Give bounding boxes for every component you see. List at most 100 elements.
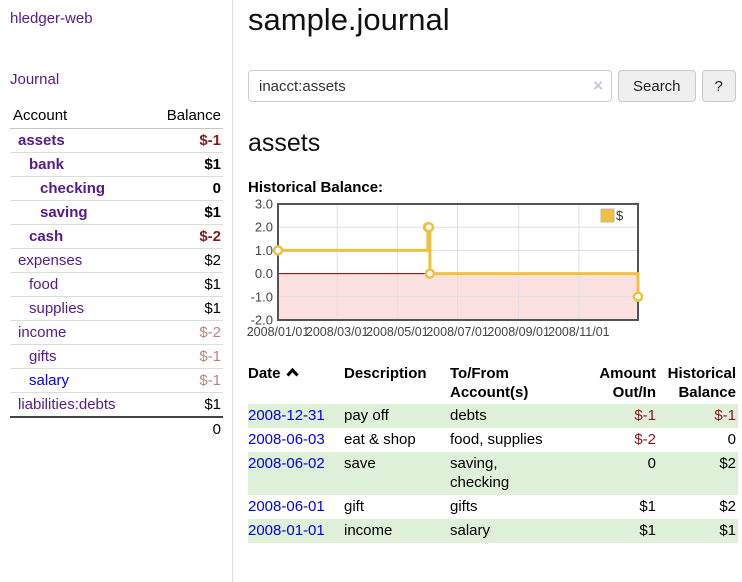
transaction-date-link[interactable]: 2008-06-03	[248, 431, 325, 448]
sidebar-item-journal[interactable]: Journal	[10, 71, 60, 88]
account-row: supplies $1	[10, 296, 223, 321]
transaction-row[interactable]: 2008-12-31 pay off debts $-1 $-1	[248, 404, 738, 428]
account-link-liabilities-debts[interactable]: liabilities:debts	[18, 396, 116, 413]
register-header-date[interactable]: Date	[248, 362, 344, 404]
svg-text:0.0: 0.0	[255, 266, 273, 281]
account-balance: $-1	[199, 132, 221, 149]
sidebar: hledger-web Journal Account Balance asse…	[0, 0, 233, 582]
transaction-date-link[interactable]: 2008-06-01	[248, 498, 325, 515]
sort-ascending-icon	[285, 367, 299, 377]
transaction-date-link[interactable]: 2008-06-02	[248, 455, 325, 472]
transaction-amount: $1	[639, 522, 656, 539]
account-heading: assets	[248, 129, 321, 157]
transaction-row[interactable]: 2008-01-01 income salary $1 $1	[248, 519, 738, 543]
transaction-row[interactable]: 2008-06-03 eat & shop food, supplies $-2…	[248, 428, 738, 452]
account-row: liabilities:debts $1	[10, 392, 223, 417]
account-row: checking 0	[10, 176, 223, 201]
transaction-accounts: saving, checking	[450, 455, 510, 491]
account-row: expenses $2	[10, 248, 223, 273]
account-balance: $1	[146, 392, 223, 417]
register-table: Date Description To/From Account(s) Amou…	[248, 362, 738, 543]
account-link-assets[interactable]: assets	[18, 132, 65, 149]
account-row: gifts $-1	[10, 344, 223, 369]
account-link-gifts[interactable]: gifts	[29, 348, 57, 365]
register-header-description: Description	[344, 365, 427, 382]
account-balance: $-1	[146, 344, 223, 369]
transaction-date-link[interactable]: 2008-01-01	[248, 522, 325, 539]
search-form: × Search ?	[248, 70, 738, 102]
svg-text:2008/03/01: 2008/03/01	[306, 325, 369, 339]
transaction-amount: 0	[647, 455, 656, 472]
account-link-expenses[interactable]: expenses	[18, 252, 83, 269]
svg-text:2008/11/01: 2008/11/01	[548, 325, 610, 339]
chart-legend-label: $	[616, 208, 624, 223]
account-balance: $1	[146, 152, 223, 177]
transaction-amount: $1	[639, 498, 656, 515]
svg-text:-1.0: -1.0	[251, 289, 273, 304]
transaction-balance: $2	[719, 498, 736, 515]
svg-text:2008/01/01: 2008/01/01	[247, 325, 310, 339]
account-balance: $1	[146, 200, 223, 225]
account-row: income $-2	[10, 320, 223, 345]
account-row: assets $-1	[10, 129, 223, 153]
accounts-table: Account Balance assets $-1 bank $1 check…	[10, 104, 223, 441]
account-link-cash[interactable]: cash	[29, 228, 64, 245]
transaction-row[interactable]: 2008-06-01 gift gifts $1 $2	[248, 495, 738, 519]
account-link-supplies[interactable]: supplies	[29, 300, 85, 317]
register-header-tofrom: To/From Account(s)	[450, 365, 529, 401]
transaction-accounts: food, supplies	[450, 431, 543, 448]
transaction-balance: 0	[727, 431, 736, 448]
accounts-total-balance: 0	[146, 416, 223, 441]
account-row: bank $1	[10, 152, 223, 177]
register-header-amount: Amount Out/In	[599, 365, 656, 401]
account-link-food[interactable]: food	[29, 276, 59, 293]
account-row: food $1	[10, 272, 223, 297]
main-content: sample.journal × Search ? assets Histori…	[233, 0, 742, 582]
historical-balance-chart: $3.0 2.0 1.0 0.0 -1.0 -2.02008/01/012008/03/0…	[247, 197, 644, 339]
account-balance: $1	[146, 272, 223, 297]
transaction-amount: $-1	[634, 407, 656, 424]
transaction-balance: $-1	[714, 407, 736, 424]
accounts-header-balance: Balance	[146, 104, 223, 129]
account-balance: $-1	[146, 368, 223, 393]
search-button[interactable]: Search	[618, 70, 696, 102]
transaction-date-link[interactable]: 2008-12-31	[248, 407, 325, 424]
transaction-row[interactable]: 2008-06-02 save saving, checking 0 $2	[248, 452, 738, 495]
register-header-balance: Historical Balance	[667, 365, 736, 401]
transaction-description: pay off	[344, 407, 389, 424]
account-link-salary[interactable]: salary	[29, 372, 70, 389]
svg-text:2008/05/01: 2008/05/01	[366, 325, 429, 339]
account-link-bank[interactable]: bank	[29, 156, 65, 173]
account-link-checking[interactable]: checking	[40, 180, 106, 197]
app-title-link[interactable]: hledger-web	[10, 10, 93, 27]
search-help-button[interactable]: ?	[701, 70, 736, 102]
account-balance: $1	[146, 296, 223, 321]
account-link-income[interactable]: income	[18, 324, 67, 341]
transaction-accounts: salary	[450, 522, 491, 539]
account-balance: $2	[146, 248, 223, 273]
account-balance: 0	[146, 176, 223, 201]
svg-text:1.0: 1.0	[255, 243, 273, 258]
account-row: salary $-1	[10, 368, 223, 393]
svg-text:3.0: 3.0	[255, 197, 273, 212]
search-input[interactable]	[248, 70, 612, 102]
transaction-accounts: gifts	[450, 498, 478, 515]
svg-text:2.0: 2.0	[255, 220, 273, 235]
account-link-saving[interactable]: saving	[40, 204, 88, 221]
transaction-balance: $1	[719, 522, 736, 539]
accounts-total-row: 0	[10, 416, 223, 441]
transaction-balance: $2	[719, 455, 736, 472]
page-title: sample.journal	[248, 2, 450, 37]
transaction-description: save	[344, 455, 376, 472]
transaction-accounts: debts	[450, 407, 487, 424]
transaction-amount: $-2	[634, 431, 656, 448]
account-balance: $-2	[146, 320, 223, 345]
register-header-row: Date Description To/From Account(s) Amou…	[248, 362, 738, 404]
svg-text:-2.0: -2.0	[251, 313, 273, 328]
account-balance: $-2	[146, 224, 223, 249]
clear-search-icon[interactable]: ×	[593, 76, 603, 95]
accounts-header-account: Account	[10, 104, 147, 129]
transaction-description: gift	[344, 498, 365, 515]
account-row: cash $-2	[10, 224, 223, 249]
